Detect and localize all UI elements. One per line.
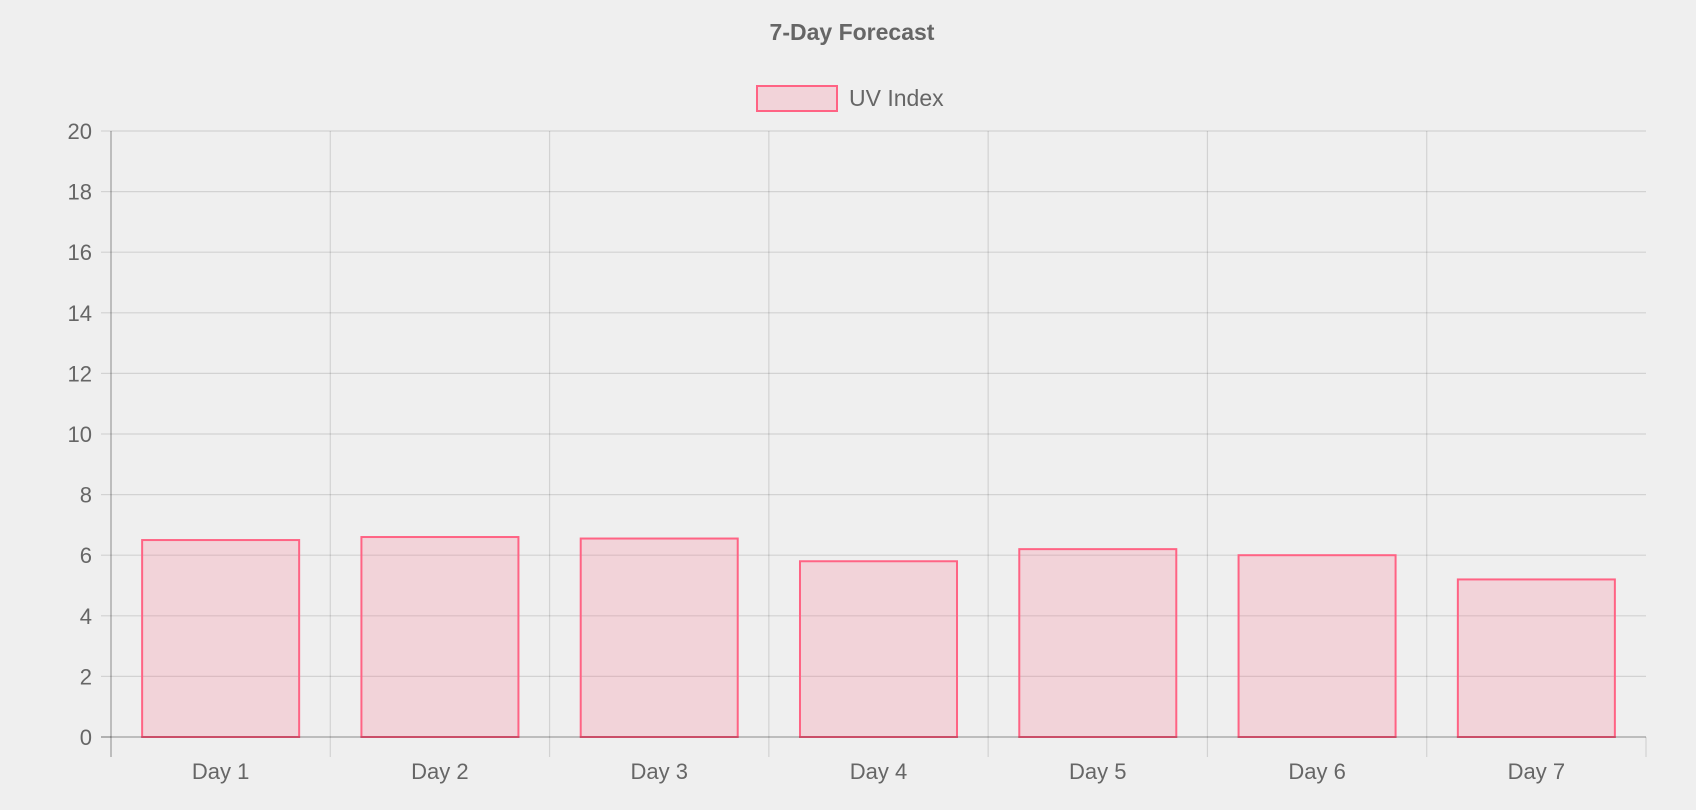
bar-day-2[interactable] [360, 536, 520, 739]
axes [101, 131, 1646, 757]
x-tick-label: Day 1 [192, 759, 249, 784]
x-tick-label: Day 4 [850, 759, 907, 784]
y-tick-label: 12 [68, 361, 92, 386]
y-tick-label: 20 [68, 119, 92, 144]
bar-day-6[interactable] [1237, 554, 1397, 739]
x-tick-label: Day 7 [1508, 759, 1565, 784]
x-tick-label: Day 5 [1069, 759, 1126, 784]
y-tick-label: 18 [68, 180, 92, 205]
chart-title: 7-Day Forecast [770, 19, 935, 45]
bar-day-4[interactable] [798, 560, 959, 739]
bar-day-1[interactable] [141, 539, 301, 738]
x-tick-label: Day 3 [630, 759, 687, 784]
legend-swatch-uv-index[interactable] [756, 85, 838, 112]
grid [101, 130, 1647, 757]
y-tick-label: 16 [68, 240, 92, 265]
y-axis-ticks: 0 2 4 6 8 10 12 14 16 18 20 [68, 119, 92, 750]
x-tick-label: Day 6 [1288, 759, 1345, 784]
bar-day-7[interactable] [1456, 578, 1616, 738]
y-tick-label: 8 [80, 483, 92, 508]
legend[interactable]: UV Index [756, 85, 944, 112]
bar-day-5[interactable] [1018, 548, 1178, 739]
y-tick-label: 2 [80, 664, 92, 689]
bar-day-3[interactable] [579, 537, 739, 738]
bars [141, 536, 1616, 739]
y-tick-label: 4 [80, 604, 92, 629]
x-tick-label: Day 2 [411, 759, 468, 784]
x-axis-ticks: Day 1 Day 2 Day 3 Day 4 Day 5 Day 6 Day 7 [192, 759, 1565, 784]
y-tick-label: 10 [68, 422, 92, 447]
y-tick-label: 14 [68, 301, 92, 326]
y-tick-label: 0 [80, 725, 92, 750]
legend-label-uv-index[interactable]: UV Index [849, 85, 944, 111]
y-tick-label: 6 [80, 543, 92, 568]
